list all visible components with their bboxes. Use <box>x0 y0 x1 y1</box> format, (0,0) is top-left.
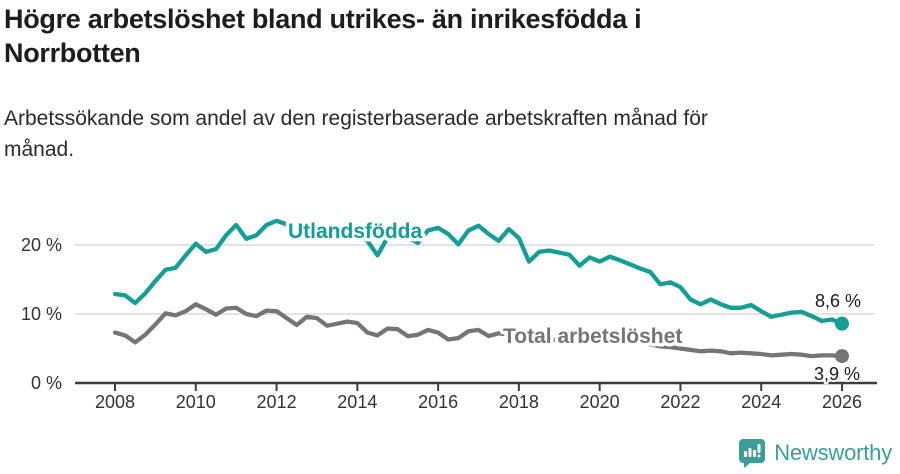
newsworthy-logo[interactable]: Newsworthy <box>738 438 892 468</box>
y-tick-label: 20 % <box>21 235 62 255</box>
x-tick-label: 2024 <box>741 392 781 412</box>
x-tick-label: 2018 <box>499 392 539 412</box>
bar-chart-speech-bubble-icon <box>739 439 766 468</box>
series-lines <box>112 218 845 359</box>
x-tick-label: 2008 <box>95 392 135 412</box>
series-line-utlandsf-dda <box>112 218 845 326</box>
brand-name: Newsworthy <box>774 440 892 465</box>
x-tick-label: 2020 <box>580 392 620 412</box>
x-tick-label: 2012 <box>257 392 297 412</box>
y-tick-label: 10 % <box>21 304 62 324</box>
y-axis-tick-labels: 0 % 10 % 20 % <box>21 235 62 393</box>
series-label-utlandsfodda: Utlandsfödda <box>288 220 422 243</box>
end-value-label-utlandsfodda: 8,6 % <box>815 291 861 311</box>
gridlines <box>75 244 874 315</box>
end-dot-total-arbetsl-shet <box>835 349 850 364</box>
y-tick-label: 0 % <box>31 373 62 393</box>
x-tick-label: 2016 <box>418 392 458 412</box>
x-tick-label: 2022 <box>660 392 700 412</box>
series-end-dots <box>835 316 850 364</box>
series-line-total-arbetsl-shet <box>112 302 845 359</box>
series-label-total-arbetsloshet: Total arbetslöshet <box>503 325 682 348</box>
x-tick-label: 2014 <box>337 392 377 412</box>
end-dot-utlandsf-dda <box>835 316 850 331</box>
chart-subtitle: Arbetssökande som andel av den registerb… <box>4 107 708 161</box>
page-title: Högre arbetslöshet bland utrikes- än inr… <box>4 4 642 68</box>
x-tick-label: 2010 <box>176 392 216 412</box>
end-value-label-total: 3,9 % <box>814 364 860 384</box>
x-tick-label: 2026 <box>822 392 862 412</box>
x-axis-ticks: 2008 2010 2012 2014 2016 2018 2020 2022 2024 2026 <box>95 383 862 412</box>
